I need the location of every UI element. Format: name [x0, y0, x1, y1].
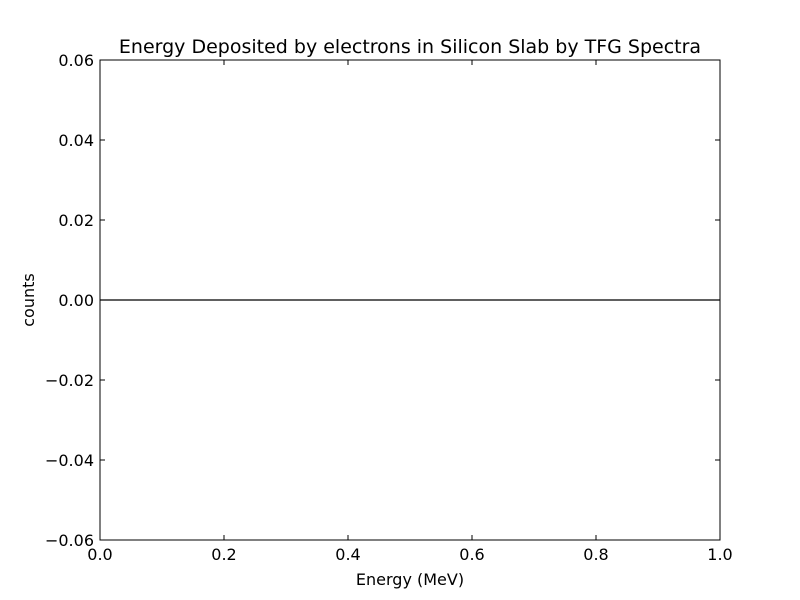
x-tick-label: 0.0 [87, 545, 112, 564]
x-tick-label: 0.8 [583, 545, 608, 564]
y-tick-label: −0.06 [45, 531, 94, 550]
chart-title: Energy Deposited by electrons in Silicon… [119, 36, 701, 58]
y-tick-label: 0.02 [58, 211, 94, 230]
plot-frame [99, 59, 721, 541]
y-axis-label: counts [19, 273, 38, 326]
y-tick-label: 0.06 [58, 51, 94, 70]
x-axis-label: Energy (MeV) [356, 570, 464, 589]
ticks-layer: 0.0 0.2 0.4 0.6 0.8 1.0 −0.06 −0.04 −0.02 0.00 0.0… [45, 51, 733, 564]
x-tick-label: 1.0 [707, 545, 732, 564]
y-tick-label: 0.00 [58, 291, 94, 310]
x-tick-label: 0.2 [211, 545, 236, 564]
y-tick-label: −0.02 [45, 371, 94, 390]
y-tick-label: −0.04 [45, 451, 94, 470]
x-tick-label: 0.4 [335, 545, 360, 564]
y-tick-label: 0.04 [58, 131, 94, 150]
x-tick-label: 0.6 [459, 545, 484, 564]
